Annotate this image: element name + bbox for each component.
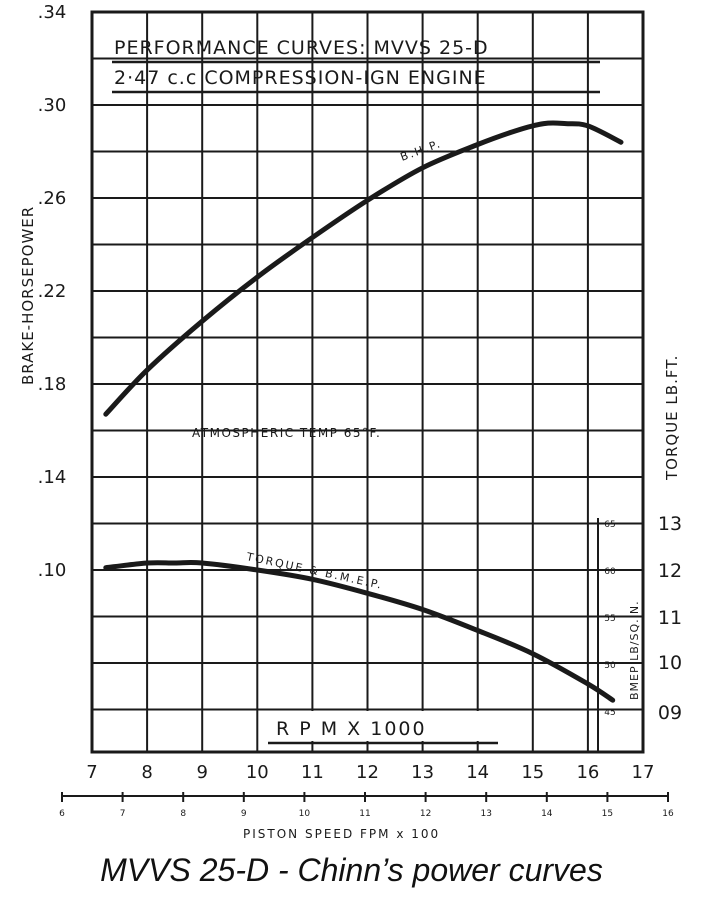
- x2-tick-label: 15: [602, 809, 613, 819]
- y-tick-label-left: .30: [38, 95, 67, 116]
- axis-labels: .34 .30 .26 .22 .18 .14 .10 13 12 11 10 09 65 60 55 50 4…: [38, 2, 682, 819]
- chart-title-line2: 2·47 c.c COMPRESSION-IGN ENGINE: [114, 67, 487, 89]
- x-tick-label: 16: [576, 762, 599, 783]
- y-tick-label-left: .10: [38, 560, 67, 581]
- bmep-tick-label: 45: [604, 708, 615, 718]
- temperature-annotation: ATMOSPHERIC TEMP 65°F.: [192, 426, 381, 440]
- x-tick-label: 15: [521, 762, 544, 783]
- x2-tick-label: 11: [359, 809, 370, 819]
- y-tick-label-right: 09: [658, 702, 682, 724]
- x2-tick-label: 13: [480, 809, 491, 819]
- torque-bmep-curve: [103, 560, 616, 703]
- x-tick-label: 12: [356, 762, 379, 783]
- x-axis-label-frame: [265, 711, 500, 741]
- x2-tick-label: 16: [662, 809, 674, 819]
- y-tick-label-left: .34: [38, 2, 67, 23]
- y-tick-label-right: 12: [658, 560, 682, 582]
- y-tick-label-left: .26: [38, 188, 67, 209]
- x-axis-label-box: R P M X 1000: [265, 711, 500, 745]
- y-tick-label-right: 10: [658, 652, 682, 674]
- bmep-tick-label: 50: [604, 661, 616, 671]
- y-tick-label-left: .22: [38, 281, 67, 302]
- title-box: PERFORMANCE CURVES: MVVS 25-D 2·47 c.c C…: [112, 37, 600, 94]
- bmep-tick-label: 60: [604, 567, 616, 577]
- x2-tick-label: 12: [420, 809, 431, 819]
- y-tick-label-left: .18: [38, 374, 67, 395]
- x-tick-label: 10: [246, 762, 269, 783]
- series: [103, 120, 624, 703]
- y-axis-right-label: TORQUE LB.FT.: [663, 355, 681, 481]
- x-tick-label: 11: [301, 762, 324, 783]
- y-axis-left-label: BRAKE-HORSEPOWER: [19, 206, 37, 385]
- x-tick-label: 17: [632, 762, 655, 783]
- x2-tick-label: 6: [59, 809, 65, 819]
- x-tick-label: 13: [411, 762, 434, 783]
- x-tick-label: 14: [466, 762, 489, 783]
- x-tick-label: 9: [196, 762, 207, 783]
- y-tick-label-left: .14: [38, 467, 67, 488]
- x-axis-label: R P M X 1000: [276, 718, 427, 740]
- figure-caption: MVVS 25-D - Chinn’s power curves: [100, 852, 603, 888]
- x2-tick-label: 9: [241, 809, 247, 819]
- y-tick-label-right: 11: [658, 607, 682, 629]
- x2-tick-label: 8: [180, 809, 186, 819]
- x-tick-label: 7: [86, 762, 97, 783]
- bmep-tick-label: 55: [604, 614, 615, 624]
- x2-tick-label: 7: [120, 809, 126, 819]
- y-tick-label-right: 13: [658, 513, 682, 535]
- bhp-curve: [103, 120, 624, 417]
- x-tick-label: 8: [141, 762, 152, 783]
- bmep-tick-label: 65: [604, 520, 615, 530]
- x2-tick-label: 14: [541, 809, 553, 819]
- y-axis-bmep-label: BMEP LB/SQ.IN.: [628, 600, 641, 700]
- x2-axis-label: PISTON SPEED FPM x 100: [243, 827, 440, 841]
- x2-tick-label: 10: [299, 809, 311, 819]
- chart-title-line1: PERFORMANCE CURVES: MVVS 25-D: [114, 37, 489, 59]
